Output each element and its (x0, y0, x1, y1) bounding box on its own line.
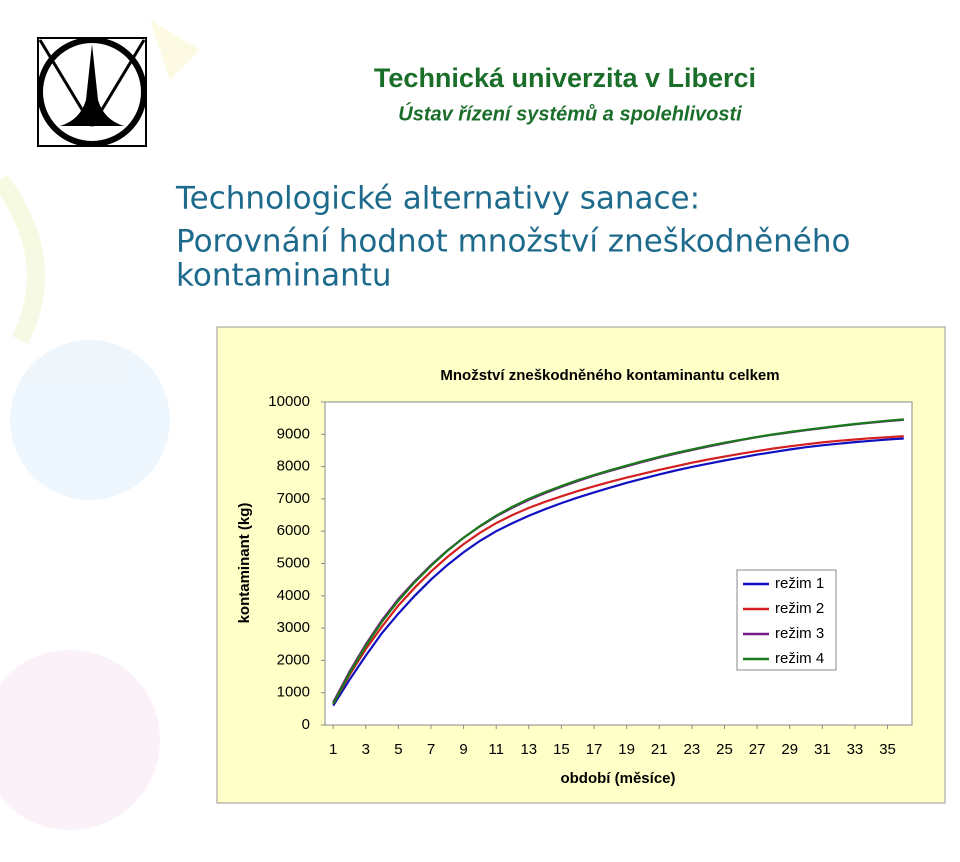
y-axis-label: kontaminant (kg) (236, 503, 253, 624)
y-tick-label: 7000 (277, 490, 310, 507)
y-tick-label: 4000 (277, 587, 310, 604)
logo (37, 37, 147, 147)
y-tick-label: 1000 (277, 684, 310, 701)
x-tick-label: 15 (553, 741, 570, 758)
x-tick-label: 29 (781, 741, 798, 758)
y-tick-label: 6000 (277, 522, 310, 539)
x-tick-label: 23 (684, 741, 701, 758)
plot: 0 1000 2000 3000 4000 5000 6000 7000 8000 9000 100… (268, 393, 904, 758)
legend-label: režim 1 (775, 575, 824, 592)
x-tick-label: 27 (749, 741, 766, 758)
chart-title: Množství zneškodněného kontaminantu celk… (440, 367, 779, 384)
x-tick-label: 31 (814, 741, 831, 758)
x-tick-label: 13 (520, 741, 537, 758)
x-tick-label: 11 (488, 741, 504, 758)
x-tick-label: 25 (716, 741, 733, 758)
legend-label: režim 4 (775, 650, 824, 667)
legend-box (736, 569, 837, 671)
y-tick-label: 10000 (268, 393, 310, 410)
y-tick-label: 0 (302, 716, 310, 733)
x-tick-label: 9 (459, 741, 467, 758)
x-tick-label: 17 (586, 741, 603, 758)
legend-label: režim 3 (775, 625, 824, 642)
x-tick-label: 5 (394, 741, 402, 758)
x-tick-label: 21 (651, 741, 668, 758)
plot-area (324, 401, 913, 726)
x-tick-label: 7 (427, 741, 435, 758)
y-tick-label: 9000 (277, 425, 310, 442)
heading-line: Porovnání hodnot množství zneškodněného (176, 224, 851, 260)
heading-line: kontaminantu (176, 258, 392, 294)
series-line (332, 418, 904, 705)
header-title: Technická univerzita v Liberci (374, 63, 756, 93)
y-tick-label: 2000 (277, 651, 310, 668)
y-tick-label: 5000 (277, 554, 310, 571)
y-tick-label: 8000 (277, 458, 310, 475)
series-line (332, 437, 904, 707)
x-tick-label: 1 (329, 741, 337, 758)
y-tick-label: 3000 (277, 619, 310, 636)
x-tick-label: 19 (618, 741, 635, 758)
x-tick-label: 33 (847, 741, 864, 758)
x-tick-label: 35 (879, 741, 896, 758)
x-axis-label: období (měsíce) (560, 770, 675, 787)
heading-line: Technologické alternativy sanace: (175, 181, 700, 217)
background-decor (0, 20, 200, 830)
legend-label: režim 2 (775, 600, 824, 617)
x-tick-label: 3 (362, 741, 370, 758)
series-line (332, 435, 904, 705)
header-subtitle: Ústav řízení systémů a spolehlivosti (398, 101, 742, 125)
